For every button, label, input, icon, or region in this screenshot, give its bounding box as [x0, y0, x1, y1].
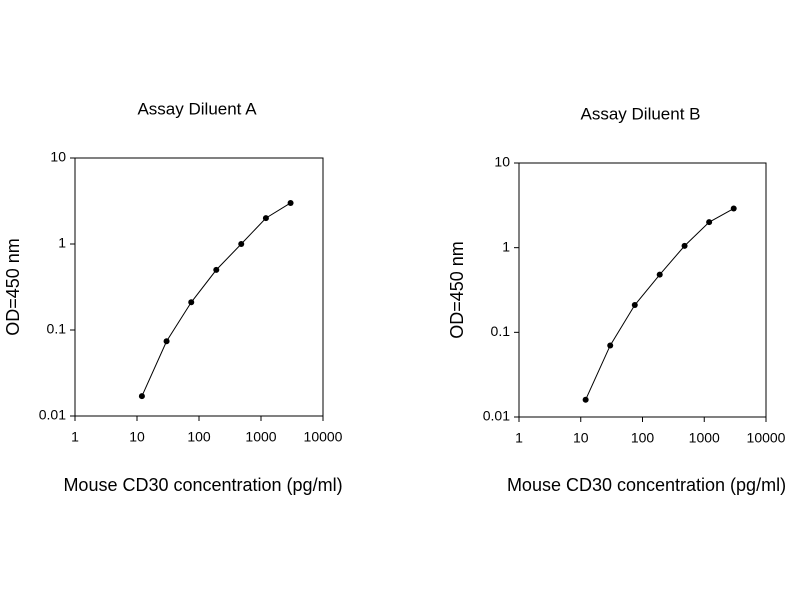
chart-title: Assay Diluent B [581, 104, 701, 123]
y-tick-label: 0.1 [491, 323, 511, 339]
curve [141, 202, 291, 397]
point [262, 215, 269, 222]
point [730, 205, 737, 212]
x-tick-label: 10000 [304, 429, 343, 445]
point [681, 242, 688, 249]
curve [585, 208, 734, 400]
point [656, 271, 663, 278]
y-tick-label: 0.1 [47, 321, 67, 337]
x-tick-label: 1 [515, 430, 523, 446]
chart-title: Assay Diluent A [137, 99, 257, 118]
y-tick-label: 10 [50, 149, 66, 165]
x-axis-label: Mouse CD30 concentration (pg/ml) [63, 475, 342, 495]
x-tick-label: 1 [71, 429, 79, 445]
x-tick-label: 10000 [747, 430, 786, 446]
point [213, 266, 220, 273]
y-tick-label: 1 [502, 238, 510, 254]
x-tick-label: 100 [187, 429, 211, 445]
point [238, 241, 245, 247]
y-tick-label: 10 [494, 154, 510, 170]
point [138, 393, 145, 400]
point [582, 396, 589, 403]
x-tick-label: 1000 [245, 429, 276, 445]
y-tick-label: 0.01 [39, 407, 66, 423]
y-tick-label: 1 [58, 235, 66, 251]
point [607, 342, 614, 349]
point [287, 199, 294, 206]
x-tick-label: 10 [129, 429, 145, 445]
point [163, 338, 170, 345]
plot-frame [518, 162, 767, 418]
point [188, 299, 195, 306]
point [631, 302, 638, 309]
x-axis-label: Mouse CD30 concentration (pg/ml) [507, 475, 786, 495]
y-tick-label: 0.01 [483, 408, 510, 424]
y-axis-label: OD=450 nm [3, 238, 23, 336]
x-tick-label: 1000 [689, 430, 720, 446]
plot-frame [74, 157, 324, 417]
x-tick-label: 100 [631, 430, 655, 446]
x-tick-label: 10 [573, 430, 589, 446]
y-axis-label: OD=450 nm [447, 241, 467, 339]
point [706, 219, 713, 226]
